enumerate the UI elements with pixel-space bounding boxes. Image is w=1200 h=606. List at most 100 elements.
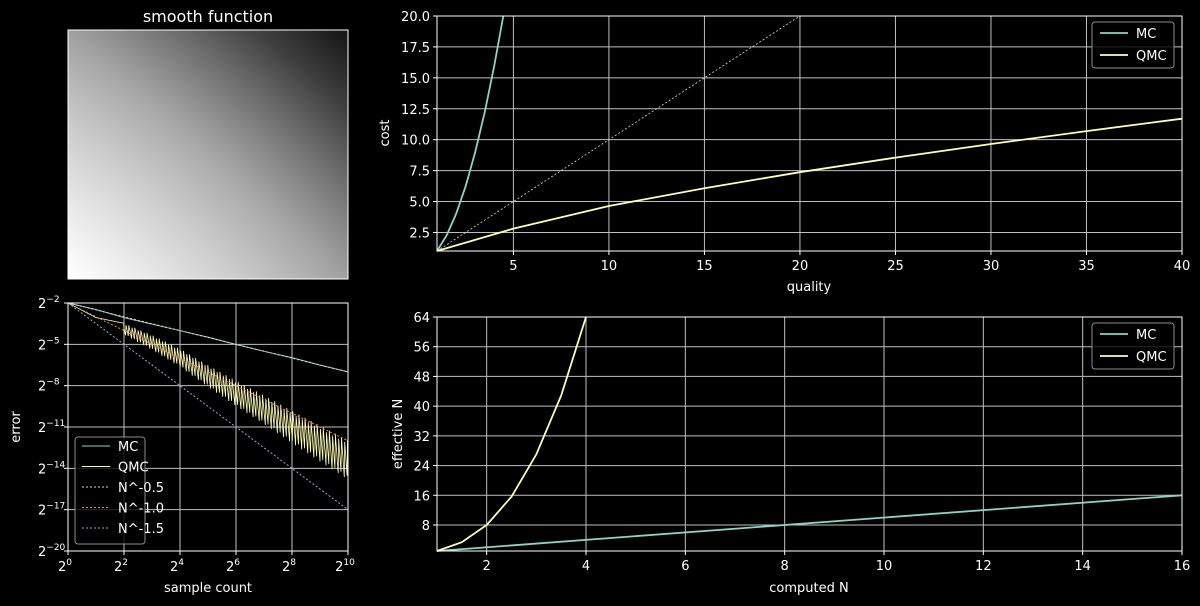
error-legend-label: N^-1.0 [118, 502, 164, 517]
cost-x-tick-label: 35 [1078, 259, 1095, 274]
cost-y-tick-label: 10.0 [401, 134, 430, 149]
error-x-tick-exponent: 0 [66, 558, 72, 568]
effective-y-tick-label: 56 [413, 341, 430, 356]
error-y-tick-label: 2−5 [38, 336, 60, 353]
heatmap-title: smooth function [143, 7, 273, 26]
cost-legend-label: QMC [1136, 49, 1167, 64]
effective-x-tick-label: 6 [681, 559, 689, 574]
effective-series-mc [436, 494, 1183, 552]
error-y-tick-label: 2−14 [38, 460, 66, 477]
error-y-ticks: 2−2 2−5 2−8 2−11 2−14 2−17 2−20 [38, 295, 68, 560]
effective-x-tick-label: 2 [483, 559, 491, 574]
error-x-tick-label: 22 [114, 558, 128, 575]
effective-x-tick-label: 10 [876, 559, 893, 574]
error-legend-label: N^-0.5 [118, 481, 164, 496]
effective-y-tick-label: 24 [413, 460, 430, 475]
cost-series [436, 15, 1183, 252]
error-xlabel: sample count [164, 581, 252, 596]
cost-y-tick-label: 15.0 [401, 72, 430, 87]
error-y-tick-label: 2−8 [38, 378, 60, 395]
effective-x-ticks: 2 4 6 8 10 12 14 16 [483, 551, 1191, 574]
effective-y-tick-label: 32 [413, 430, 430, 445]
effective-y-tick-label: 48 [413, 370, 430, 385]
cost-x-tick-label: 40 [1174, 259, 1191, 274]
cost-frame [436, 15, 1183, 252]
error-y-tick-label: 2−2 [38, 295, 60, 312]
cost-y-tick-label: 12.5 [401, 103, 430, 118]
cost-x-ticks: 5 10 15 20 25 30 35 40 [509, 251, 1190, 274]
cost-x-tick-label: 5 [509, 259, 517, 274]
error-ylabel: error [9, 411, 24, 443]
error-x-tick-label: 20 [58, 558, 72, 575]
effective-y-tick-label: 64 [413, 311, 430, 326]
effective-legend: MC QMC [1091, 322, 1175, 370]
cost-ylabel: cost [378, 120, 393, 147]
heatmap-highlight [68, 30, 348, 279]
error-series [67, 302, 349, 511]
cost-x-tick-label: 25 [887, 259, 904, 274]
error-y-tick-exponent: −8 [46, 378, 60, 388]
effective-x-tick-label: 8 [781, 559, 789, 574]
cost-x-tick-label: 15 [696, 259, 713, 274]
error-legend-label: MC [118, 440, 138, 455]
error-x-tick-exponent: 10 [343, 558, 355, 568]
effective-y-tick-label: 16 [413, 489, 430, 504]
cost-x-tick-label: 20 [792, 259, 809, 274]
cost-y-ticks: 2.5 5.0 7.5 10.0 12.5 15.0 17.5 20.0 [401, 10, 437, 241]
error-x-tick-label: 210 [335, 558, 355, 575]
error-series-n-0-5 [67, 302, 349, 373]
cost-series-mc [436, 15, 505, 252]
error-x-tick-label: 26 [226, 558, 240, 575]
error-x-tick-exponent: 6 [234, 558, 240, 568]
error-legend-box [74, 436, 146, 545]
error-y-tick-label: 2−17 [38, 502, 65, 519]
effective-legend-label: MC [1136, 328, 1156, 343]
effective-frame [436, 316, 1183, 552]
effective-ylabel: effective N [391, 399, 406, 469]
error-y-tick-exponent: −2 [46, 295, 59, 305]
error-legend-label: QMC [118, 461, 149, 476]
cost-y-tick-label: 5.0 [409, 196, 430, 211]
effective-x-tick-label: 4 [582, 559, 590, 574]
cost-y-tick-label: 20.0 [401, 10, 430, 25]
error-y-tick-label: 2−20 [38, 543, 66, 560]
cost-panel: 5 10 15 20 25 30 35 40 2.5 5.0 7.5 10.0 12.5 15.0 17.… [378, 10, 1190, 295]
cost-x-tick-label: 10 [601, 259, 618, 274]
cost-y-tick-label: 2.5 [409, 226, 430, 241]
effective-series-qmc [436, 316, 587, 552]
error-y-tick-exponent: −5 [46, 336, 59, 346]
error-x-tick-exponent: 4 [178, 558, 184, 568]
cost-legend-label: MC [1136, 27, 1156, 42]
effective-x-tick-label: 14 [1074, 559, 1091, 574]
effective-gridlines [437, 316, 1183, 551]
effective-y-tick-label: 8 [422, 519, 430, 534]
error-panel: 20 22 24 26 28 210 2−22−52−82−112−142−172−20 … [9, 295, 355, 596]
cost-series-qmc [436, 117, 1183, 252]
heatmap-frame [67, 29, 349, 280]
effective-legend-label: QMC [1136, 350, 1167, 365]
error-x-tick-exponent: 8 [290, 558, 296, 568]
error-y-tick-exponent: −14 [46, 460, 65, 470]
error-series-qmc [67, 302, 349, 478]
error-y-tick-exponent: −11 [46, 419, 65, 429]
error-x-tick-label: 28 [282, 558, 296, 575]
error-y-tick-exponent: −17 [46, 502, 65, 512]
error-x-tick-exponent: 2 [122, 558, 128, 568]
error-x-tick-label: 24 [170, 558, 184, 575]
cost-series-reference [436, 15, 801, 252]
effective-xlabel: computed N [769, 581, 848, 596]
effective-series [436, 316, 1183, 552]
cost-legend: MC QMC [1091, 21, 1175, 69]
cost-y-tick-label: 17.5 [401, 41, 430, 56]
effective-y-ticks: 8 16 24 32 40 48 56 64 [413, 311, 437, 534]
effective-x-tick-label: 16 [1174, 559, 1191, 574]
effective-y-tick-label: 40 [413, 400, 430, 415]
error-y-tick-exponent: −20 [46, 543, 65, 553]
cost-xlabel: quality [787, 280, 832, 295]
heatmap-panel: smooth function [67, 7, 349, 280]
effective-x-tick-label: 12 [975, 559, 992, 574]
error-x-ticks: 20 22 24 26 28 210 [58, 551, 355, 575]
error-legend: MC QMC N^-0.5 N^-1.0 N^-1.5 [74, 436, 164, 545]
